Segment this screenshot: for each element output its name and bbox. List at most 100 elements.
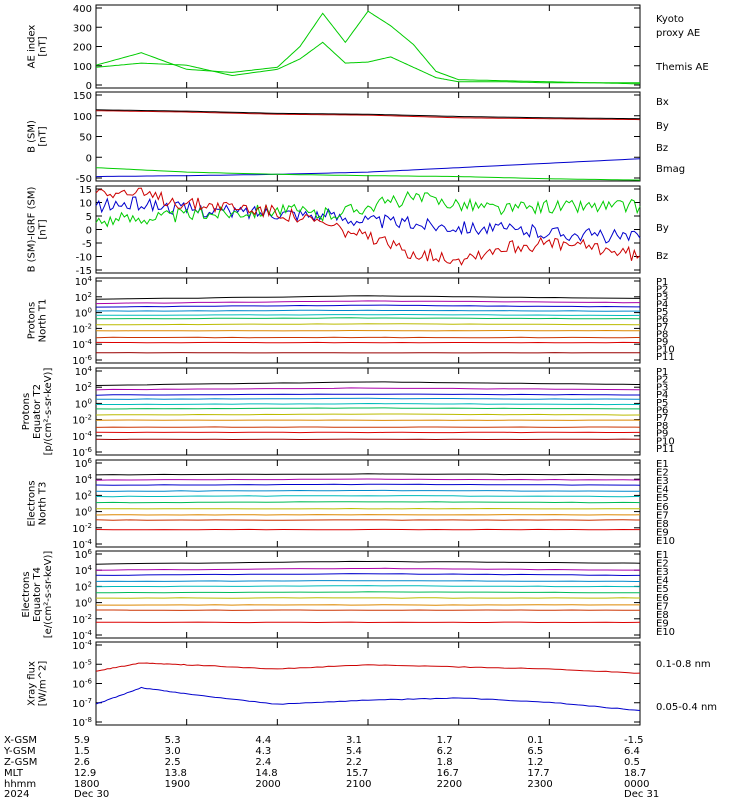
y-tick-label: 104 xyxy=(75,275,93,288)
y-tick-label: 10-2 xyxy=(72,322,92,335)
axis-row-label: Y-GSM xyxy=(3,746,36,757)
y-tick-label: 100 xyxy=(75,506,92,519)
legend-entry: E7 xyxy=(656,510,669,521)
y-axis-label: Protons xyxy=(27,302,38,339)
axis-value: 12.9 xyxy=(74,768,96,779)
y-tick-label: 10-2 xyxy=(72,613,92,626)
series-p4 xyxy=(95,309,640,312)
axis-value: 2300 xyxy=(527,779,552,790)
y-axis-label: Electrons xyxy=(21,571,32,617)
y-axis-label: AE index xyxy=(27,25,38,69)
series-e4 xyxy=(95,580,641,582)
legend-entry: 0.1-0.8 nm xyxy=(656,659,711,670)
y-tick-label: 0 xyxy=(86,153,92,164)
legend-entry: P1 xyxy=(656,367,668,378)
legend-entry: E10 xyxy=(656,536,675,547)
series-e3 xyxy=(95,573,641,577)
y-tick-label: -10 xyxy=(76,253,92,264)
legend-entry: Bx xyxy=(656,97,669,108)
y-axis-label: B (SM) xyxy=(27,120,38,153)
y-tick-label: 200 xyxy=(73,43,92,54)
y-tick-label: 100 xyxy=(75,597,92,610)
panel-frame xyxy=(95,4,641,89)
y-tick-label: 10-6 xyxy=(72,354,92,367)
axis-value: 1.8 xyxy=(437,757,453,768)
panel-frame xyxy=(95,641,641,726)
series-kyoto-proxy-ae xyxy=(95,10,640,84)
axis-value: 2.5 xyxy=(165,757,181,768)
panel-frame xyxy=(95,91,641,182)
y-tick-label: 102 xyxy=(75,291,92,304)
series-bx xyxy=(95,196,641,244)
legend-entry: P11 xyxy=(656,352,675,363)
legend-entry: By xyxy=(656,223,669,234)
y-tick-label: 5 xyxy=(86,212,92,223)
panel-1 xyxy=(95,4,641,89)
series-p7 xyxy=(95,413,641,416)
series-p4 xyxy=(96,397,641,400)
panel-3 xyxy=(95,185,641,274)
axis-row-label: hhmm xyxy=(4,779,36,790)
legend-entry: P7 xyxy=(656,322,668,333)
y-tick-label: 104 xyxy=(75,365,93,378)
y-tick-label: 10-4 xyxy=(72,430,92,443)
series-p6 xyxy=(95,407,640,410)
series-0-05-0-4-nm xyxy=(95,686,641,711)
y-tick-label: 104 xyxy=(75,564,93,577)
y-tick-label: 100 xyxy=(75,397,92,410)
legend-entry: E7 xyxy=(656,601,669,612)
series-p2 xyxy=(95,387,641,391)
axis-value: 6.2 xyxy=(437,746,453,757)
series-e8 xyxy=(96,604,640,606)
y-axis-label: North T3 xyxy=(38,482,49,526)
series-e5 xyxy=(95,585,641,588)
axis-value: 4.4 xyxy=(255,735,271,746)
legend-entry: E4 xyxy=(656,576,669,587)
series-bmag xyxy=(95,109,641,120)
y-tick-label: 10-4 xyxy=(72,338,92,351)
series-e2 xyxy=(95,478,641,481)
legend-entry: P6 xyxy=(656,315,668,326)
axis-value: 2.6 xyxy=(74,757,90,768)
y-tick-label: 102 xyxy=(75,381,92,394)
legend-entry: E3 xyxy=(656,476,669,487)
y-tick-label: 300 xyxy=(73,23,92,34)
axis-value: 1900 xyxy=(165,779,190,790)
series-e6 xyxy=(95,501,641,504)
axis-value: 18.7 xyxy=(624,768,646,779)
y-tick-label: 10-6 xyxy=(72,678,92,691)
axis-value: 3.1 xyxy=(346,735,362,746)
y-tick-label: 150 xyxy=(73,91,92,102)
axis-value: 1800 xyxy=(74,779,99,790)
axis-value: 6.4 xyxy=(624,746,640,757)
legend-entry: P1 xyxy=(656,277,668,288)
axis-value: 2000 xyxy=(255,779,280,790)
series-bz xyxy=(95,110,641,121)
legend-entry: Themis AE xyxy=(655,62,709,73)
legend-entry: P3 xyxy=(656,382,668,393)
panel-frame xyxy=(95,459,641,548)
series-p1 xyxy=(95,381,641,386)
y-tick-label: 10-2 xyxy=(72,522,92,535)
panel-4 xyxy=(95,277,641,364)
axis-value: 3.0 xyxy=(165,746,181,757)
legend-entry: E6 xyxy=(656,593,669,604)
y-tick-label: 0 xyxy=(86,81,92,92)
axis-value: 0.5 xyxy=(624,757,640,768)
axis-value: 5.4 xyxy=(346,746,362,757)
y-tick-label: 100 xyxy=(73,112,92,123)
y-axis-label: Equator T4 xyxy=(32,567,43,622)
legend-entry: P4 xyxy=(656,300,668,311)
axis-value: Dec 30 xyxy=(74,789,109,800)
axis-row-label: X-GSM xyxy=(4,735,37,746)
series-0-1-0-8-nm xyxy=(95,662,641,674)
legend-entry: P6 xyxy=(656,406,668,417)
y-tick-label: 0 xyxy=(86,226,92,237)
y-tick-label: 106 xyxy=(75,457,93,470)
series-p7 xyxy=(96,323,641,326)
y-tick-label: 100 xyxy=(73,62,92,73)
legend-entry: E5 xyxy=(656,493,669,504)
y-tick-label: 102 xyxy=(75,489,92,502)
series-p9 xyxy=(95,426,641,428)
